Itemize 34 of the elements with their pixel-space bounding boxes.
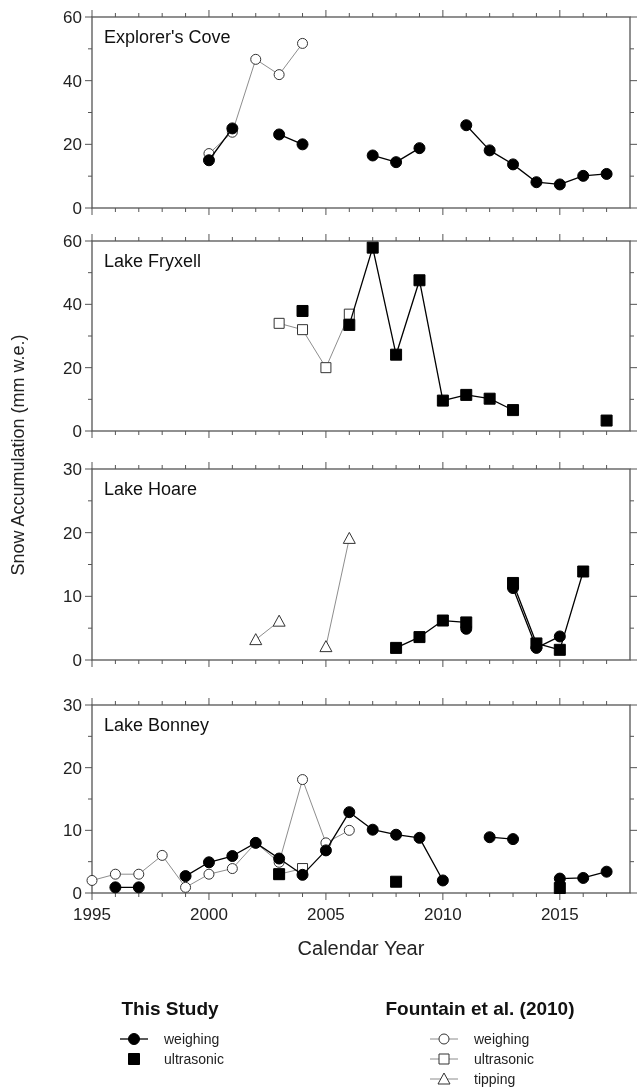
y-tick-label: 60 [63,232,82,251]
x-axis-title: Calendar Year [297,937,425,959]
text: Lake Bonney [104,715,210,735]
legend-label: weighing [473,1031,530,1047]
y-tick-label: 30 [63,460,82,479]
legend-label: ultrasonic [474,1051,534,1067]
x-tick-label: 2005 [307,905,345,924]
y-tick-label: 20 [63,758,82,778]
y-tick-label: 0 [72,422,82,441]
y-tick-label: 0 [72,199,82,218]
x-tick-label: 2015 [540,905,579,924]
y-tick-label: 20 [63,523,82,543]
text: Fountain et al. (2010) [385,998,575,1019]
legend-label: ultrasonic [164,1051,224,1067]
y-tick-label: 40 [63,71,82,91]
y-tick-label: 40 [63,295,82,315]
x-tick-label: 2010 [423,905,462,924]
text: This Study [121,998,219,1019]
y-tick-label: 30 [63,696,82,715]
x-tick-label: 2000 [190,905,228,924]
legend-label: weighing [163,1031,220,1047]
x-tick-label: 1995 [73,905,111,924]
y-tick-label: 60 [63,8,82,27]
y-tick-label: 20 [63,135,82,155]
y-tick-label: 10 [63,587,82,607]
text: Lake Hoare [104,479,198,499]
text: Explorer's Cove [104,27,231,47]
y-tick-label: 20 [63,358,82,378]
text: Lake Fryxell [104,251,202,271]
y-tick-label: 0 [72,651,82,670]
y-tick-label: 0 [72,884,82,903]
y-axis-title: Snow Accumulation (mm w.e.) [8,334,28,576]
y-tick-label: 10 [63,821,82,841]
legend-label: tipping [474,1071,516,1087]
